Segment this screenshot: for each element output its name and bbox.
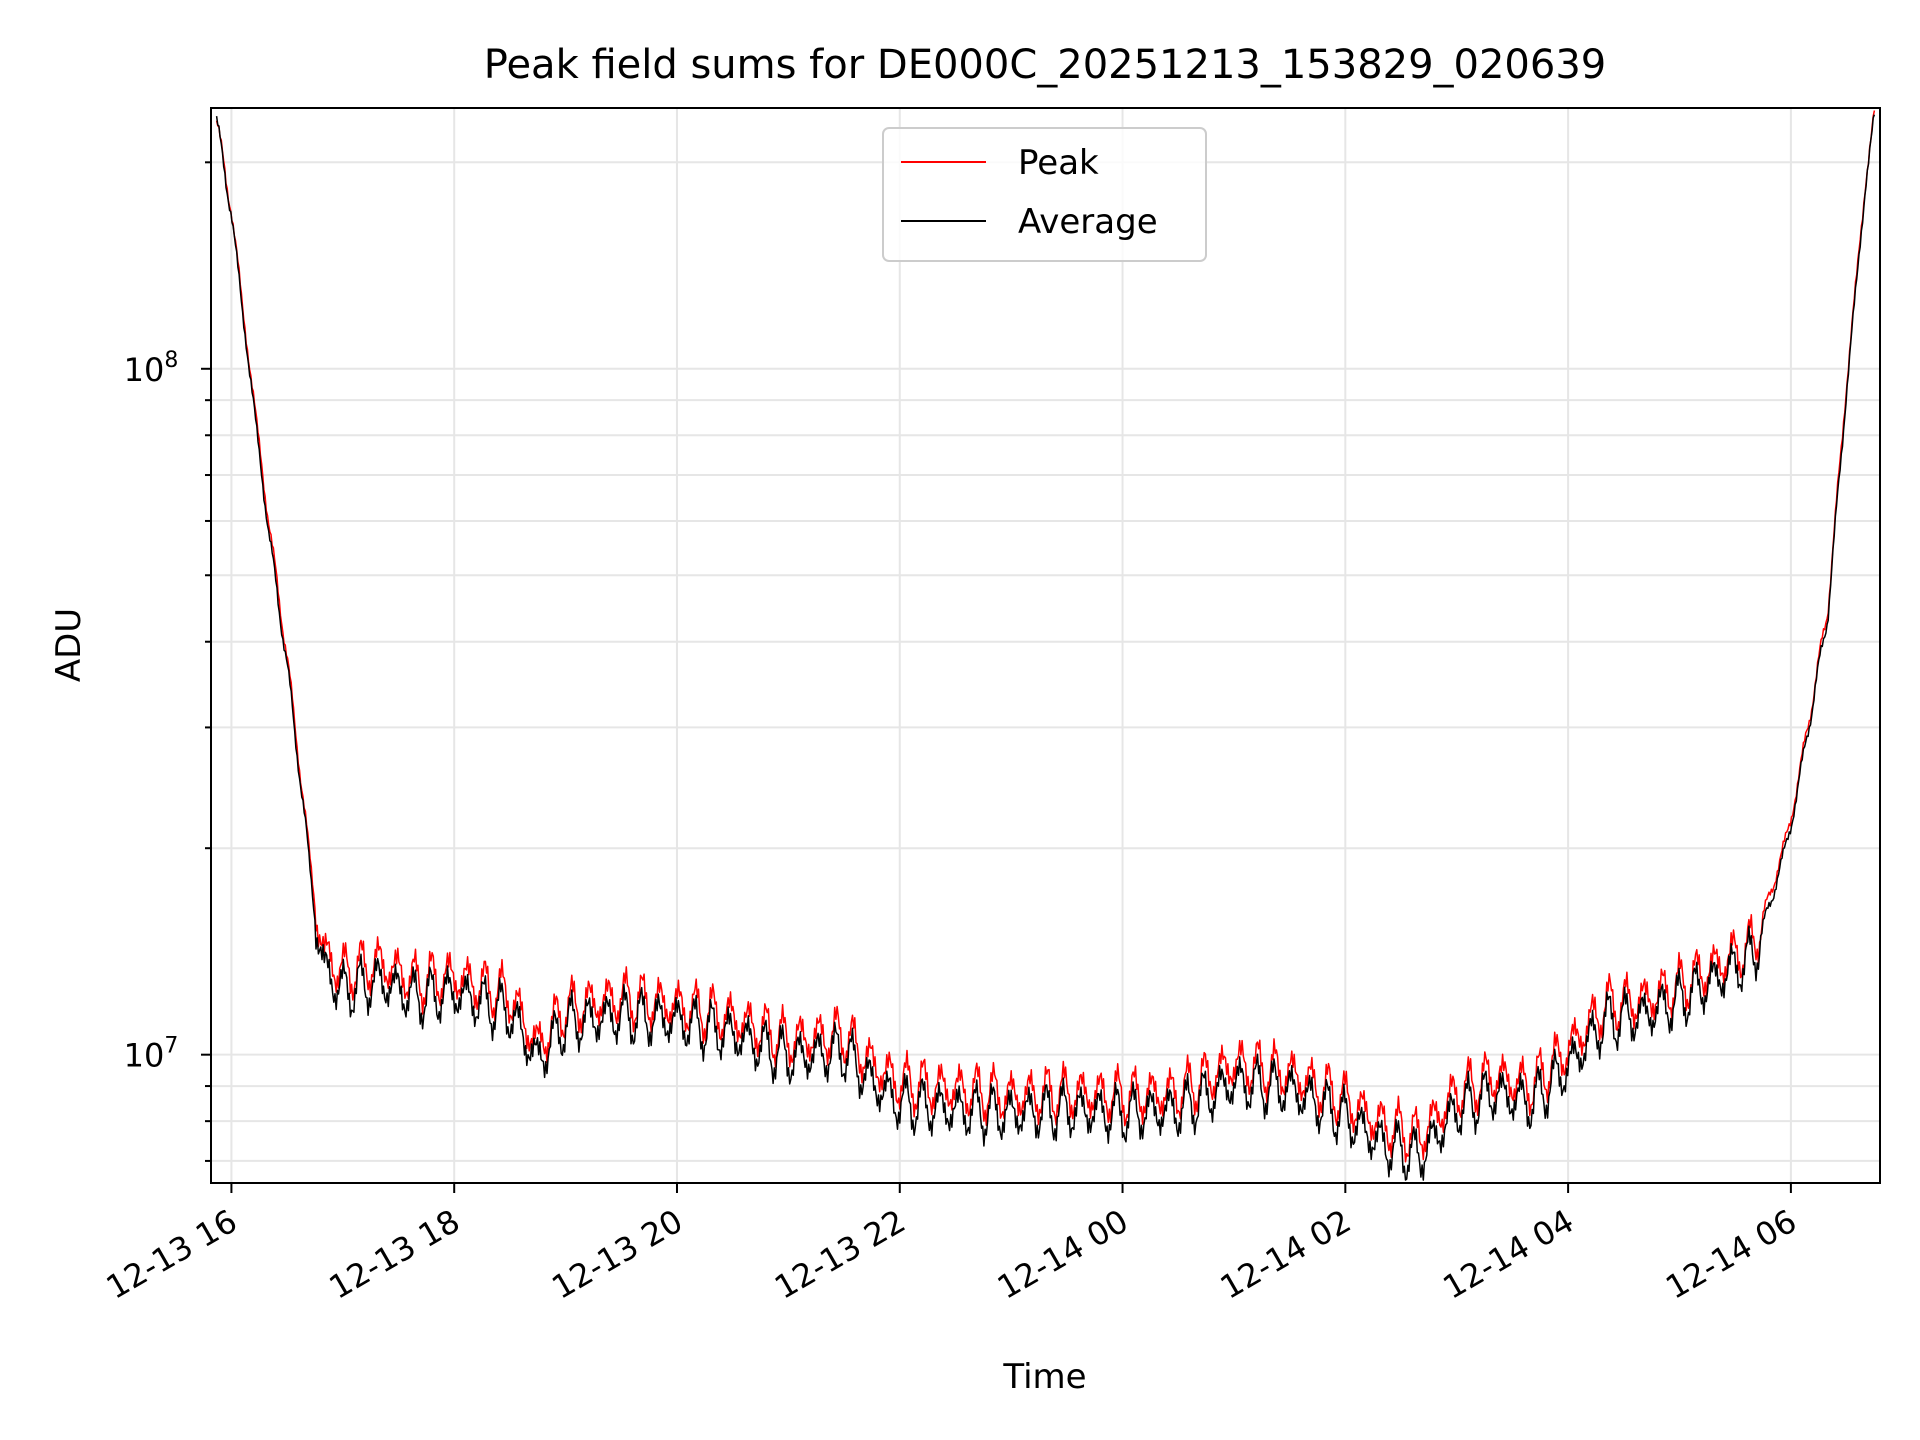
y-tick-label: 107 [124,1034,179,1075]
y-axis-label: ADU [49,608,89,682]
plot-series [215,110,1876,1181]
legend-label-average: Average [1018,202,1158,242]
y-tick-label: 108 [124,348,179,389]
series-line-peak [215,110,1876,1163]
plot-frame [210,107,1881,1184]
x-axis-label: Time [1002,1357,1086,1397]
series-line-average [215,114,1876,1181]
chart-title: Peak field sums for DE000C_20251213_1538… [484,42,1606,88]
legend-label-peak: Peak [1018,143,1099,183]
legend: Peak Average [882,127,1207,262]
